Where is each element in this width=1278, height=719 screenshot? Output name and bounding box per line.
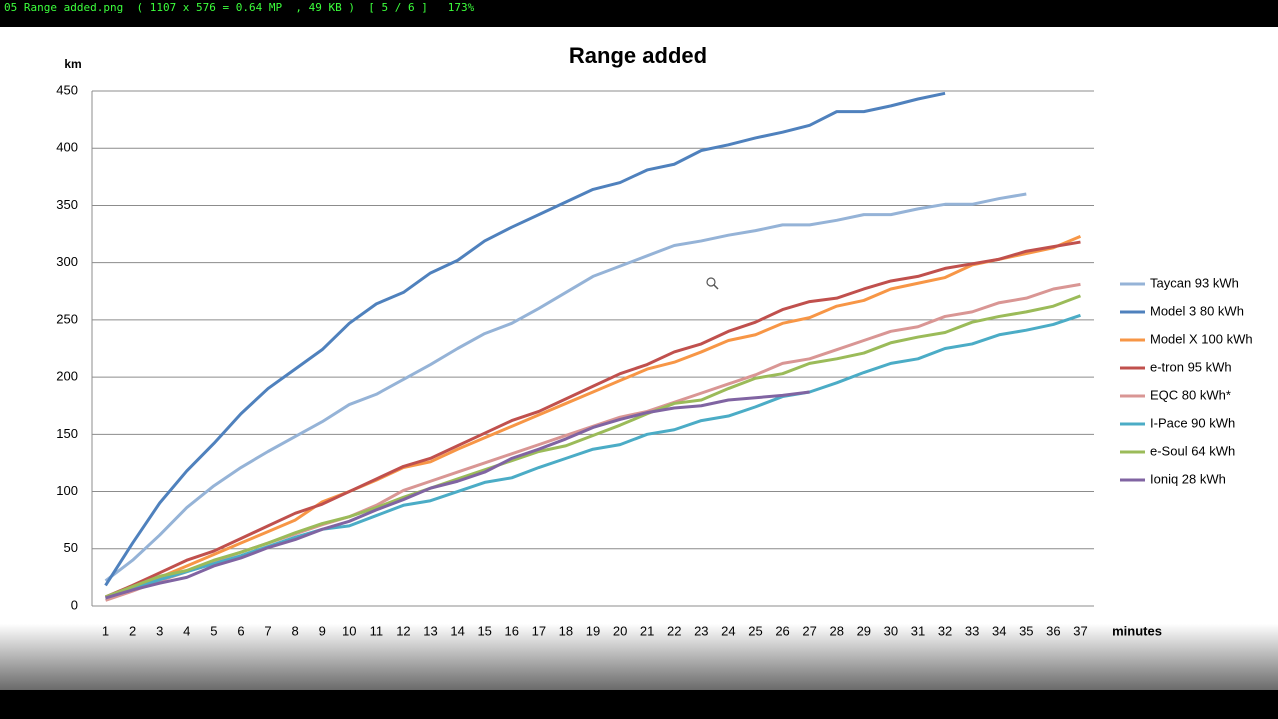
x-axis-label: minutes (1112, 623, 1162, 638)
x-tick-label: 9 (319, 623, 326, 638)
y-tick-label: 50 (64, 540, 78, 555)
legend-label: e-tron 95 kWh (1150, 359, 1232, 374)
series-line (105, 294, 1081, 599)
x-tick-label: 33 (965, 623, 979, 638)
y-tick-label: 350 (56, 197, 78, 212)
y-tick-label: 400 (56, 140, 78, 155)
x-tick-label: 3 (156, 623, 163, 638)
x-tick-label: 16 (505, 623, 519, 638)
file-info: 05 Range added.png ( 1107 x 576 = 0.64 M… (4, 1, 475, 14)
y-tick-label: 0 (71, 597, 78, 612)
x-tick-label: 24 (721, 623, 735, 638)
x-tick-label: 34 (992, 623, 1006, 638)
x-tick-label: 15 (477, 623, 491, 638)
x-tick-label: 11 (370, 623, 384, 638)
x-tick-label: 32 (938, 623, 952, 638)
image-area (0, 27, 1278, 690)
x-tick-label: 21 (640, 623, 654, 638)
x-tick-label: 31 (911, 623, 925, 638)
y-tick-label: 200 (56, 369, 78, 384)
x-tick-label: 27 (802, 623, 816, 638)
series-line (105, 390, 810, 600)
series-line (105, 234, 1082, 600)
y-tick-label: 300 (56, 254, 78, 269)
x-tick-label: 29 (857, 623, 871, 638)
x-tick-label: 12 (396, 623, 410, 638)
x-tick-label: 2 (129, 623, 136, 638)
x-tick-label: 22 (667, 623, 681, 638)
legend-label: EQC 80 kWh* (1150, 387, 1231, 402)
legend-label: I-Pace 90 kWh (1150, 415, 1235, 430)
y-axis-label: km (64, 57, 81, 71)
x-tick-label: 4 (183, 623, 190, 638)
x-tick-label: 23 (694, 623, 708, 638)
chart-title: Range added (569, 43, 707, 68)
y-tick-label: 100 (56, 483, 78, 498)
x-tick-label: 36 (1046, 623, 1060, 638)
x-tick-label: 20 (613, 623, 627, 638)
x-tick-label: 30 (884, 623, 898, 638)
legend-label: Model 3 80 kWh (1150, 303, 1244, 318)
x-tick-label: 10 (342, 623, 356, 638)
series-line (104, 192, 1027, 583)
x-tick-label: 17 (532, 623, 546, 638)
x-tick-label: 5 (210, 623, 217, 638)
x-tick-label: 28 (829, 623, 843, 638)
legend-label: Taycan 93 kWh (1150, 275, 1239, 290)
y-tick-label: 250 (56, 311, 78, 326)
bottom-bar (0, 690, 1278, 719)
x-tick-label: 14 (450, 623, 464, 638)
x-tick-label: 37 (1073, 623, 1087, 638)
series-line (104, 91, 946, 587)
cursor-icon (706, 277, 719, 290)
y-tick-label: 150 (56, 426, 78, 441)
x-tick-label: 7 (264, 623, 271, 638)
legend-label: Ioniq 28 kWh (1150, 471, 1226, 486)
x-tick-label: 1 (102, 623, 109, 638)
title-bar (0, 0, 1278, 25)
x-tick-label: 19 (586, 623, 600, 638)
x-tick-label: 6 (237, 623, 244, 638)
series-line (104, 240, 1081, 599)
x-tick-label: 8 (291, 623, 298, 638)
legend-label: e-Soul 64 kWh (1150, 443, 1235, 458)
y-tick-label: 450 (56, 82, 78, 97)
x-tick-label: 13 (423, 623, 437, 638)
x-tick-label: 25 (748, 623, 762, 638)
x-tick-label: 26 (775, 623, 789, 638)
x-tick-label: 18 (559, 623, 573, 638)
legend-label: Model X 100 kWh (1150, 331, 1253, 346)
x-tick-label: 35 (1019, 623, 1033, 638)
